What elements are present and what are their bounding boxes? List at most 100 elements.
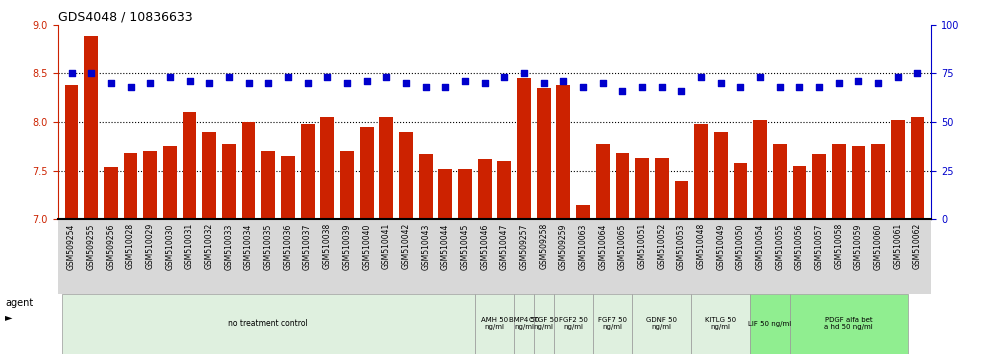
Point xyxy=(653,84,669,90)
Text: GSM509259: GSM509259 xyxy=(559,223,568,270)
Bar xyxy=(321,117,335,219)
Text: PDGF alfa bet
a hd 50 ng/ml: PDGF alfa bet a hd 50 ng/ml xyxy=(825,318,873,330)
Bar xyxy=(301,124,315,219)
Text: GSM510030: GSM510030 xyxy=(165,223,174,270)
Text: GSM510048: GSM510048 xyxy=(696,223,705,269)
Point xyxy=(851,78,867,84)
Point xyxy=(359,78,374,84)
Point xyxy=(378,74,394,80)
Text: GSM509254: GSM509254 xyxy=(67,223,76,270)
Text: GSM510049: GSM510049 xyxy=(716,223,725,270)
Text: FGF2 50
ng/ml: FGF2 50 ng/ml xyxy=(559,318,588,330)
Bar xyxy=(242,122,256,219)
Text: GSM510058: GSM510058 xyxy=(835,223,844,269)
Text: ►: ► xyxy=(5,312,13,322)
Point xyxy=(792,84,808,90)
Text: GSM509257: GSM509257 xyxy=(520,223,529,270)
Bar xyxy=(872,143,885,219)
Text: GSM510059: GSM510059 xyxy=(854,223,863,270)
Text: GSM510031: GSM510031 xyxy=(185,223,194,269)
Text: GSM510061: GSM510061 xyxy=(893,223,902,269)
Bar xyxy=(793,166,807,219)
Point xyxy=(811,84,827,90)
Bar xyxy=(143,152,157,219)
Text: GSM510056: GSM510056 xyxy=(795,223,804,270)
Bar xyxy=(438,169,452,219)
Bar xyxy=(891,120,904,219)
Bar xyxy=(517,78,531,219)
Point xyxy=(457,78,473,84)
Bar xyxy=(910,117,924,219)
Point xyxy=(437,84,453,90)
Text: GSM510063: GSM510063 xyxy=(579,223,588,270)
Bar xyxy=(596,143,610,219)
Bar xyxy=(478,159,492,219)
Text: GDNF 50
ng/ml: GDNF 50 ng/ml xyxy=(646,318,677,330)
Bar xyxy=(281,156,295,219)
Point xyxy=(142,80,158,86)
Text: GSM510057: GSM510057 xyxy=(815,223,824,270)
Bar xyxy=(85,36,98,219)
Text: GSM510028: GSM510028 xyxy=(126,223,135,269)
Point xyxy=(64,70,80,76)
Text: GSM510055: GSM510055 xyxy=(775,223,784,270)
Point xyxy=(201,80,217,86)
Bar xyxy=(418,154,432,219)
Text: GSM510033: GSM510033 xyxy=(224,223,233,270)
Point xyxy=(123,84,138,90)
Bar xyxy=(632,294,691,354)
Text: GSM510029: GSM510029 xyxy=(145,223,154,269)
Bar xyxy=(616,153,629,219)
Point xyxy=(831,80,847,86)
Bar xyxy=(554,294,593,354)
Text: FGF7 50
ng/ml: FGF7 50 ng/ml xyxy=(598,318,627,330)
Point xyxy=(181,78,197,84)
Point xyxy=(536,80,552,86)
Text: CTGF 50
ng/ml: CTGF 50 ng/ml xyxy=(529,318,559,330)
Text: agent: agent xyxy=(5,298,33,308)
Text: GSM510038: GSM510038 xyxy=(323,223,332,269)
Bar xyxy=(691,294,750,354)
Text: GSM510046: GSM510046 xyxy=(480,223,489,270)
Text: GSM509258: GSM509258 xyxy=(539,223,548,269)
Bar xyxy=(832,143,846,219)
Bar xyxy=(62,294,475,354)
Point xyxy=(556,78,572,84)
Point xyxy=(516,70,532,76)
Bar xyxy=(557,85,571,219)
Bar xyxy=(714,132,728,219)
Bar xyxy=(124,153,137,219)
Bar xyxy=(593,294,632,354)
Text: AMH 50
ng/ml: AMH 50 ng/ml xyxy=(481,318,508,330)
Bar xyxy=(104,167,118,219)
Point xyxy=(575,84,591,90)
Text: GSM510044: GSM510044 xyxy=(441,223,450,270)
Text: GDS4048 / 10836633: GDS4048 / 10836633 xyxy=(58,11,192,24)
Text: GSM510034: GSM510034 xyxy=(244,223,253,270)
Text: LIF 50 ng/ml: LIF 50 ng/ml xyxy=(748,321,792,327)
Text: GSM510064: GSM510064 xyxy=(599,223,608,270)
Point xyxy=(634,84,650,90)
Text: GSM510036: GSM510036 xyxy=(284,223,293,270)
Bar xyxy=(635,158,649,219)
Bar xyxy=(182,113,196,219)
Text: GSM510053: GSM510053 xyxy=(677,223,686,270)
Bar xyxy=(773,143,787,219)
Point xyxy=(417,84,433,90)
Point xyxy=(752,74,768,80)
Point xyxy=(615,88,630,94)
Bar xyxy=(340,152,354,219)
Bar xyxy=(514,294,534,354)
Text: GSM510035: GSM510035 xyxy=(264,223,273,270)
Text: GSM510037: GSM510037 xyxy=(303,223,312,270)
Point xyxy=(732,84,748,90)
Point xyxy=(300,80,316,86)
Point xyxy=(772,84,788,90)
Bar xyxy=(379,117,393,219)
Text: GSM510051: GSM510051 xyxy=(637,223,646,269)
Point xyxy=(260,80,276,86)
Bar xyxy=(202,132,216,219)
Point xyxy=(909,70,925,76)
Bar xyxy=(534,294,554,354)
Point xyxy=(871,80,886,86)
